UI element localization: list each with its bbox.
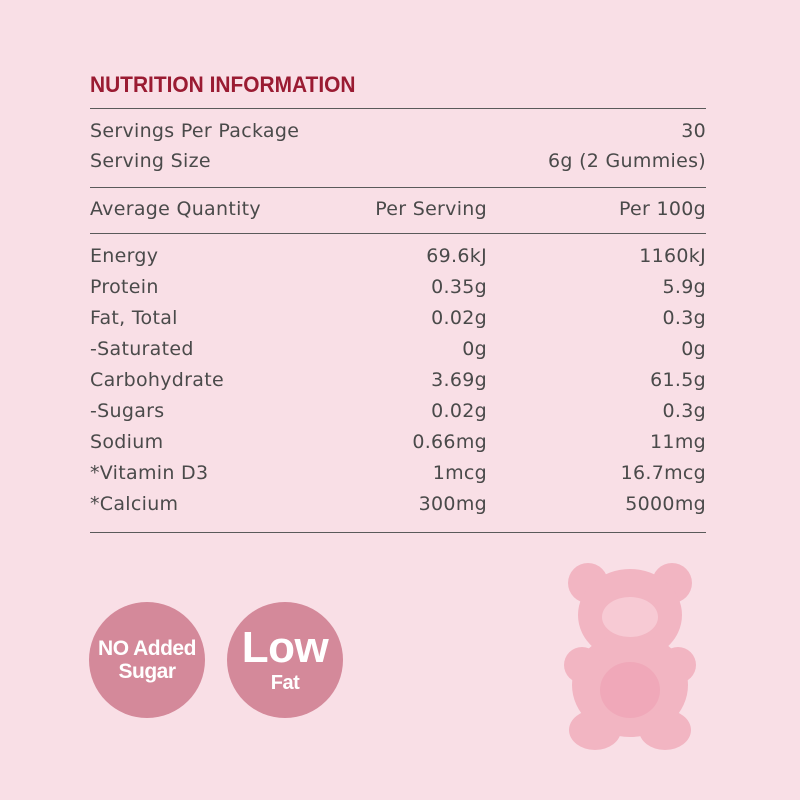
row-label: *Vitamin D3 bbox=[90, 462, 209, 484]
cell-value: 5000mg bbox=[625, 493, 706, 515]
row-label: Fat, Total bbox=[90, 307, 178, 329]
cell-value: 3.69g bbox=[431, 369, 487, 391]
row-label: -Saturated bbox=[90, 338, 194, 360]
badge-text: Fat bbox=[270, 672, 300, 694]
cell-value: 0g bbox=[681, 338, 706, 360]
cell-value: 0g bbox=[462, 338, 487, 360]
cell-value: 0.02g bbox=[431, 307, 487, 329]
row-label: -Sugars bbox=[90, 400, 165, 422]
row-label: *Calcium bbox=[90, 493, 179, 515]
cell-value: 69.6kJ bbox=[426, 245, 487, 267]
cell-value: 61.5g bbox=[650, 369, 706, 391]
serving-value: 6g (2 Gummies) bbox=[548, 150, 706, 172]
cell-value: 300mg bbox=[418, 493, 487, 515]
column-header: Average Quantity bbox=[90, 198, 261, 220]
badge-text: NO Added bbox=[98, 637, 196, 660]
rule bbox=[90, 187, 706, 188]
cell-value: 5.9g bbox=[662, 276, 706, 298]
cell-value: 0.66mg bbox=[412, 431, 487, 453]
rule bbox=[90, 233, 706, 234]
title: NUTRITION INFORMATION bbox=[90, 72, 356, 97]
row-label: Sodium bbox=[90, 431, 164, 453]
row-label: Carbohydrate bbox=[90, 369, 224, 391]
serving-value: 30 bbox=[681, 120, 706, 142]
cell-value: 11mg bbox=[650, 431, 706, 453]
badge: NO Added Sugar bbox=[89, 602, 205, 718]
row-label: Protein bbox=[90, 276, 159, 298]
gummy-bear bbox=[564, 563, 696, 750]
row-label: Energy bbox=[90, 245, 159, 267]
column-header: Per 100g bbox=[618, 198, 706, 220]
cell-value: 0.3g bbox=[662, 400, 706, 422]
badge-text: Low bbox=[241, 623, 329, 672]
cell-value: 1mcg bbox=[432, 462, 487, 484]
badge: Low Fat bbox=[227, 602, 343, 718]
cell-value: 0.3g bbox=[662, 307, 706, 329]
rule bbox=[90, 108, 706, 109]
column-header: Per Serving bbox=[375, 198, 487, 220]
serving-label: Serving Size bbox=[90, 150, 211, 172]
cell-value: 0.35g bbox=[431, 276, 487, 298]
badge-text: Sugar bbox=[118, 660, 176, 683]
cell-value: 0.02g bbox=[431, 400, 487, 422]
rule bbox=[90, 532, 706, 533]
cell-value: 16.7mcg bbox=[620, 462, 706, 484]
cell-value: 1160kJ bbox=[639, 245, 706, 267]
serving-label: Servings Per Package bbox=[90, 120, 300, 142]
